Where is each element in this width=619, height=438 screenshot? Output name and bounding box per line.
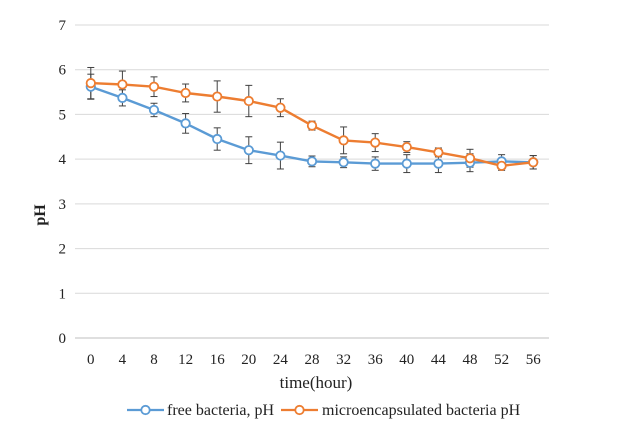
- data-point-free-bacteria-24: [275, 150, 286, 161]
- x-tick-label-16: 16: [210, 352, 226, 368]
- legend-label-free-bacteria: free bacteria, pH: [167, 402, 274, 419]
- x-tick-label-44: 44: [431, 352, 447, 368]
- x-tick-labels: 0 4 8 12 16 20 24 28 32 36 40 44 48 52 56: [87, 352, 541, 368]
- y-tick-label-2: 2: [59, 242, 67, 258]
- x-tick-label-52: 52: [494, 352, 509, 368]
- legend-marker-microencapsulated-bacteria: [294, 404, 305, 416]
- y-tick-label-3: 3: [59, 197, 67, 213]
- x-tick-label-36: 36: [368, 352, 384, 368]
- x-tick-label-48: 48: [463, 352, 478, 368]
- legend-marker-free-bacteria: [140, 404, 151, 416]
- data-point-microencapsulated-bacteria-20: [243, 95, 254, 107]
- data-point-microencapsulated-bacteria-52: [496, 160, 507, 171]
- y-tick-label-1: 1: [59, 286, 67, 302]
- data-point-microencapsulated-bacteria-8: [148, 81, 160, 92]
- data-point-microencapsulated-bacteria-16: [212, 91, 223, 102]
- x-tick-label-32: 32: [336, 352, 351, 368]
- data-point-free-bacteria-8: [148, 104, 160, 116]
- x-axis-title: time(hour): [280, 373, 353, 392]
- data-point-free-bacteria-12: [180, 118, 191, 129]
- data-point-microencapsulated-bacteria-24: [275, 102, 286, 113]
- y-tick-label-5: 5: [59, 107, 67, 123]
- legend: free bacteria, pH microencapsulated bact…: [127, 402, 521, 419]
- legend-label-microencapsulated-bacteria: microencapsulated bacteria pH: [322, 402, 521, 419]
- gridlines: [75, 24, 549, 339]
- y-axis-title: pH: [32, 204, 49, 226]
- y-tick-label-4: 4: [59, 152, 67, 168]
- data-point-free-bacteria-4: [117, 92, 128, 103]
- data-point-microencapsulated-bacteria-56: [528, 157, 539, 168]
- x-tick-label-28: 28: [305, 352, 320, 368]
- x-tick-label-56: 56: [526, 352, 542, 368]
- x-tick-label-40: 40: [399, 352, 414, 368]
- data-point-free-bacteria-40: [401, 158, 412, 169]
- legend-entry-free-bacteria: free bacteria, pH: [127, 402, 274, 419]
- x-tick-label-12: 12: [178, 352, 193, 368]
- data-point-microencapsulated-bacteria-32: [338, 135, 349, 146]
- series-markers: [85, 78, 539, 171]
- data-point-microencapsulated-bacteria-4: [117, 79, 128, 90]
- y-tick-labels: 0 1 2 3 4 5 6 7: [59, 18, 67, 347]
- data-point-microencapsulated-bacteria-28: [306, 120, 318, 131]
- x-tick-label-20: 20: [241, 352, 256, 368]
- x-tick-label-24: 24: [273, 352, 289, 368]
- data-point-free-bacteria-44: [433, 158, 444, 169]
- data-point-microencapsulated-bacteria-48: [464, 153, 476, 164]
- data-point-microencapsulated-bacteria-36: [370, 137, 381, 148]
- y-tick-label-0: 0: [59, 331, 67, 347]
- data-point-microencapsulated-bacteria-44: [433, 147, 444, 158]
- x-tick-label-0: 0: [87, 352, 95, 368]
- data-point-free-bacteria-28: [306, 156, 318, 167]
- data-point-microencapsulated-bacteria-12: [180, 87, 191, 99]
- x-tick-label-4: 4: [119, 352, 127, 368]
- x-tick-label-8: 8: [150, 352, 158, 368]
- y-tick-label-7: 7: [59, 18, 67, 34]
- data-point-microencapsulated-bacteria-0: [85, 78, 96, 89]
- legend-entry-microencapsulated-bacteria: microencapsulated bacteria pH: [281, 402, 521, 419]
- data-point-free-bacteria-32: [338, 157, 349, 168]
- data-point-free-bacteria-16: [212, 133, 223, 145]
- data-point-microencapsulated-bacteria-40: [401, 141, 412, 153]
- y-tick-label-6: 6: [59, 63, 67, 79]
- data-point-free-bacteria-20: [243, 145, 254, 156]
- data-point-free-bacteria-36: [370, 158, 381, 169]
